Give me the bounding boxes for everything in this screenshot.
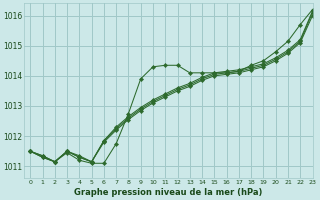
X-axis label: Graphe pression niveau de la mer (hPa): Graphe pression niveau de la mer (hPa) (74, 188, 262, 197)
